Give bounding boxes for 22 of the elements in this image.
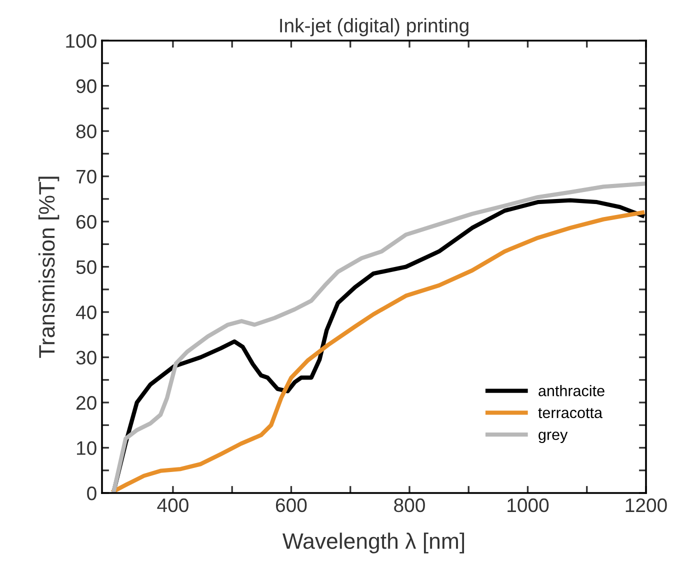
x-tick-label: 600: [276, 498, 307, 512]
y-tick-label: 30: [76, 350, 96, 365]
x-tick-label: 1200: [626, 498, 667, 512]
y-tick-label: 0: [87, 486, 96, 500]
y-tick-label: 40: [76, 306, 96, 320]
y-tick-label: 80: [76, 124, 96, 138]
y-tick-label: 70: [76, 170, 96, 184]
legend-label: anthracite: [538, 385, 604, 396]
y-tick-label: 60: [76, 215, 96, 229]
x-tick-label: 800: [394, 498, 425, 512]
x-tick-label: 400: [157, 498, 188, 512]
x-tick-label: 1000: [508, 498, 549, 512]
y-axis-title: Transmission [%T]: [38, 176, 60, 358]
y-tick-label: 20: [76, 396, 96, 410]
chart-title: Ink-jet (digital) printing: [280, 18, 468, 36]
y-tick-label: 10: [76, 441, 96, 455]
y-tick-label: 100: [66, 34, 96, 48]
y-tick-label: 50: [76, 260, 96, 274]
legend-label: grey: [538, 432, 568, 444]
y-tick-label: 90: [76, 79, 96, 94]
x-axis-title: Wavelength λ [nm]: [282, 532, 464, 554]
legend-label: terracotta: [538, 408, 602, 418]
